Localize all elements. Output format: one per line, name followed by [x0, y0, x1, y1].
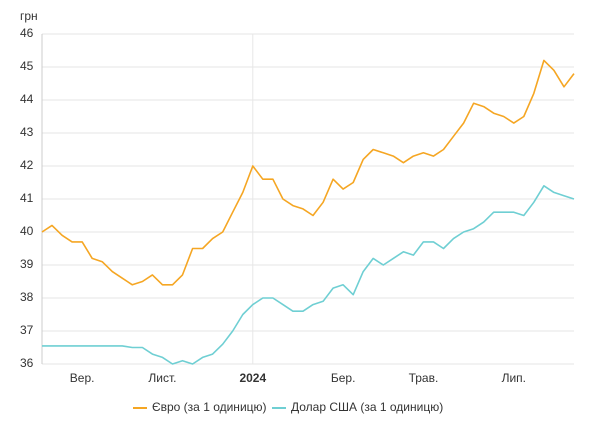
y-tick-label: 39 [20, 257, 34, 271]
y-tick-label: 36 [20, 356, 34, 370]
x-tick-label: Вер. [70, 371, 95, 385]
series-line [42, 185, 575, 365]
y-tick-label: 45 [20, 59, 34, 73]
y-unit-label: грн [20, 9, 38, 23]
y-tick-label: 46 [20, 26, 34, 40]
x-tick-label: Лист. [148, 371, 176, 385]
y-tick-label: 42 [20, 158, 34, 172]
x-tick-label: Бер. [331, 371, 356, 385]
y-tick-label: 38 [20, 290, 34, 304]
legend-label: Долар США (за 1 одиницю) [291, 400, 443, 414]
y-tick-label: 40 [20, 224, 34, 238]
y-tick-label: 44 [20, 92, 34, 106]
x-tick-label: Трав. [409, 371, 439, 385]
x-tick-label: Лип. [502, 371, 526, 385]
legend-label: Євро (за 1 одиницю) [152, 400, 267, 414]
y-tick-label: 37 [20, 323, 34, 337]
x-tick-label: 2024 [239, 371, 266, 385]
y-tick-label: 43 [20, 125, 34, 139]
y-tick-label: 41 [20, 191, 34, 205]
series-line [41, 59, 575, 286]
